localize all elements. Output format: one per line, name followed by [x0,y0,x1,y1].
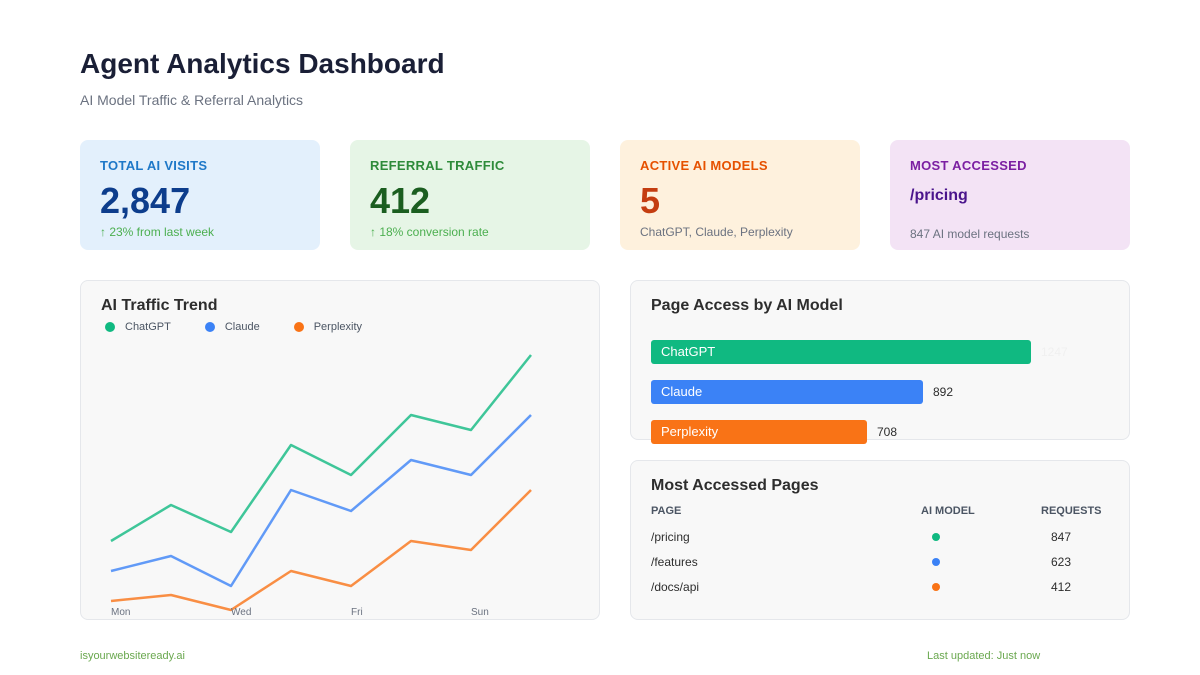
x-tick-label: Wed [231,607,251,618]
row-requests: 847 [1051,530,1072,544]
row-page-link[interactable]: /docs/api [651,580,700,594]
legend-swatch [105,322,115,332]
stat-label: REFERRAL TRAFFIC [370,158,505,173]
bar-row-perplexity: Perplexity 708 [651,420,897,444]
legend-item-perplexity: Perplexity [293,321,363,333]
bar-label: Claude [661,384,703,399]
stat-note: 847 AI model requests [910,227,1030,241]
series-line-chatgpt [110,354,532,543]
stat-note: ↑ 18% conversion rate [370,225,489,239]
column-header-requests: REQUESTS [1041,505,1102,517]
legend-item-claude: Claude [204,321,260,333]
stat-note: ChatGPT, Claude, Perplexity [640,225,793,239]
stat-value: 5 [640,180,661,221]
stat-label: ACTIVE AI MODELS [640,158,768,173]
most-accessed-pages-panel: Most Accessed Pages PAGE AI MODEL REQUES… [630,460,1130,620]
page-subtitle: AI Model Traffic & Referral Analytics [80,92,304,108]
model-dot-icon [932,558,940,566]
bar-row-chatgpt: ChatGPT 1247 [651,340,1068,364]
model-dot-icon [932,583,940,591]
bar-row-claude: Claude 892 [651,380,953,404]
row-page-link[interactable]: /pricing [651,530,690,544]
row-page-link[interactable]: /features [651,555,698,569]
bar-label: Perplexity [661,424,719,439]
panel-title: Most Accessed Pages [651,477,819,494]
bar-label: ChatGPT [661,344,716,359]
column-header-page: PAGE [651,505,682,517]
traffic-trend-panel: Mon Wed Fri Sun AI Traffic Trend ChatGPT Cl… [80,280,600,620]
x-tick-label: Mon [111,607,130,618]
series-line-claude [110,414,532,588]
legend-label: Claude [224,321,260,333]
legend-swatch [204,322,215,332]
row-requests: 412 [1051,580,1072,594]
bar-perplexity: Perplexity [651,420,867,444]
stat-card-referral-traffic: REFERRAL TRAFFIC 412 ↑ 18% conversion ra… [350,140,590,250]
traffic-trend-chart: Mon Wed Fri Sun [110,354,532,618]
column-header-ai-model: AI MODEL [921,505,975,517]
chart-legend: ChatGPT Claude Perplexity [105,321,396,333]
legend-item-chatgpt: ChatGPT [105,321,171,333]
bar-chatgpt: ChatGPT [651,340,1031,364]
x-tick-label: Fri [351,607,363,618]
stat-value: 2,847 [100,180,191,221]
legend-label: Perplexity [313,321,363,333]
stat-card-most-accessed: MOST ACCESSED /pricing 847 AI model requ… [890,140,1130,250]
bar-count: 708 [877,425,898,439]
page-access-panel: Page Access by AI Model ChatGPT 1247 Cla… [630,280,1130,444]
page-title: Agent Analytics Dashboard [80,48,445,79]
footer-last-updated: Last updated: Just now [927,650,1041,662]
model-dot-icon [932,533,940,541]
footer-site-link[interactable]: isyourwebsiteready.ai [80,650,185,662]
stat-note: ↑ 23% from last week [100,225,215,239]
bar-count: 892 [933,385,954,399]
panel-title: Page Access by AI Model [651,297,843,314]
panel-title: AI Traffic Trend [101,297,218,314]
legend-swatch [293,322,304,332]
x-tick-label: Sun [471,607,489,618]
legend-label: ChatGPT [125,321,171,333]
bar-count: 1247 [1041,345,1068,359]
stat-label: MOST ACCESSED [910,158,1027,173]
stat-label: TOTAL AI VISITS [100,158,208,173]
stat-value: /pricing [910,187,968,204]
bar-claude: Claude [651,380,923,404]
stat-value: 412 [370,180,431,221]
stat-card-active-models: ACTIVE AI MODELS 5 ChatGPT, Claude, Perp… [620,140,860,250]
series-line-perplexity [110,489,532,612]
row-requests: 623 [1051,555,1072,569]
stat-card-total-visits: TOTAL AI VISITS 2,847 ↑ 23% from last we… [80,140,320,250]
